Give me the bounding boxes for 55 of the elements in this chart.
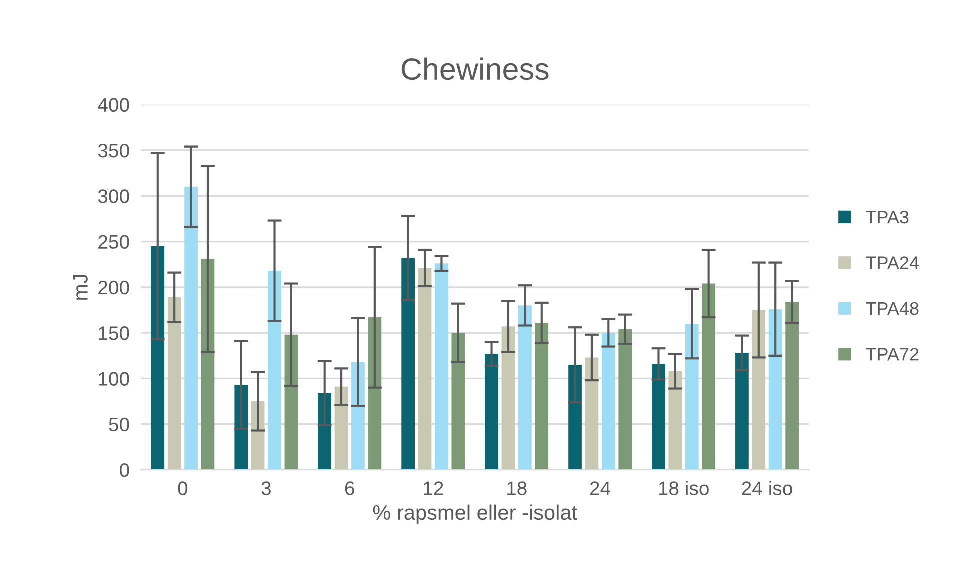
- bar: [518, 306, 532, 470]
- bar: [352, 362, 365, 470]
- bar: [268, 270, 282, 470]
- bar: [768, 309, 782, 470]
- x-axis-title: % rapsmel eller -isolat: [373, 504, 578, 524]
- y-tick-label: 150: [99, 326, 130, 340]
- y-tick-label: 0: [120, 463, 130, 478]
- bar: [284, 334, 298, 470]
- y-tick-label: 300: [98, 190, 130, 204]
- bar: [234, 385, 248, 470]
- bar: [151, 246, 165, 470]
- bar: [485, 354, 498, 470]
- bar: [184, 187, 198, 470]
- y-tick-label: 200: [98, 280, 130, 295]
- y-tick-label: 50: [109, 418, 130, 432]
- bar: [452, 333, 466, 470]
- y-tick-label: 100: [99, 372, 130, 386]
- bar: [368, 318, 382, 470]
- legend-label: TPA48: [866, 302, 919, 316]
- y-tick-label: 400: [98, 98, 130, 112]
- bar: [535, 323, 549, 470]
- x-tick-label: 0: [178, 482, 188, 496]
- x-tick-label: 6: [345, 482, 354, 496]
- y-axis-title: mJ: [73, 275, 88, 300]
- bar: [602, 333, 616, 470]
- legend-label: TPA24: [866, 256, 920, 270]
- x-tick-label: 3: [262, 482, 271, 496]
- legend-label: TPA72: [866, 348, 919, 361]
- bar: [668, 371, 682, 470]
- bar: [318, 393, 332, 470]
- bar: [786, 302, 799, 470]
- y-tick-label: 350: [98, 144, 130, 158]
- bar: [168, 297, 182, 470]
- bar: [702, 284, 716, 470]
- x-tick-label: 18: [508, 482, 527, 496]
- x-tick-label: 18 iso: [659, 481, 709, 496]
- bar: [435, 264, 448, 470]
- bar: [736, 353, 749, 470]
- bar: [568, 365, 582, 470]
- bar: [585, 358, 599, 470]
- x-tick-label: 24 iso: [742, 481, 792, 496]
- bar: [652, 364, 666, 470]
- bar: [334, 386, 348, 470]
- bar: [402, 258, 415, 470]
- x-tick-label: 24: [590, 482, 611, 496]
- bar: [201, 259, 215, 470]
- bar: [618, 329, 632, 470]
- y-tick-label: 250: [98, 235, 130, 250]
- chart-title: Chewiness: [402, 58, 549, 80]
- bar: [752, 310, 766, 470]
- bar: [418, 268, 432, 470]
- legend-label: TPA3: [866, 210, 909, 224]
- bar: [502, 326, 516, 470]
- x-tick-label: 12: [424, 482, 444, 496]
- bar: [685, 324, 699, 470]
